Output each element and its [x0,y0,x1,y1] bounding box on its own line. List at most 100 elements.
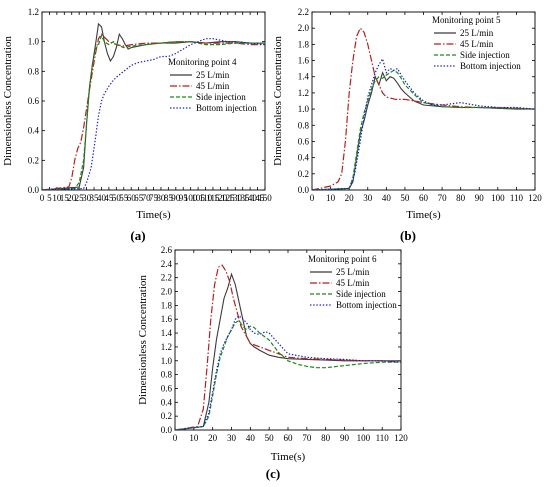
y-tick-label: 1.2 [28,7,39,17]
x-tick-label: 50 [265,433,275,443]
y-tick-label: 2.6 [161,245,173,255]
y-tick-label: 0.6 [161,383,173,393]
series-line-side-injection [312,69,535,190]
series-line-bottom-injection [312,57,535,190]
series-line-25-l-min [312,71,535,190]
x-tick-label: 90 [171,193,181,203]
panel-label: (c) [266,466,280,481]
x-tick-label: 35 [90,193,100,203]
x-tick-label: 40 [382,193,392,203]
x-tick-label: 140 [243,193,257,203]
y-tick-label: 1.2 [161,342,172,352]
y-tick-label: 0.2 [298,169,309,179]
panel-label: (a) [130,228,145,243]
y-tick-label: 0.8 [161,370,173,380]
x-tick-label: 60 [284,433,294,443]
x-tick-label: 60 [127,193,137,203]
x-tick-label: 60 [419,193,429,203]
series-line-45-l-min [175,264,401,430]
x-tick-label: 125 [221,193,235,203]
x-tick-label: 120 [214,193,228,203]
x-tick-label: 30 [363,193,373,203]
x-tick-label: 110 [376,433,390,443]
legend-label: Side injection [196,92,246,102]
x-tick-label: 95 [179,193,189,203]
legend-label: 25 L/min [460,28,494,38]
x-tick-label: 40 [246,433,256,443]
x-tick-label: 110 [199,193,213,203]
x-tick-label: 30 [227,433,237,443]
y-tick-label: 0.0 [28,185,40,195]
x-tick-label: 15 [60,193,70,203]
legend-label: 45 L/min [196,81,230,91]
legend-label: Bottom injection [460,61,521,71]
x-tick-label: 70 [438,193,448,203]
legend-label: 25 L/min [196,70,230,80]
x-tick-label: 20 [208,433,218,443]
y-axis-title: Dimensionless Concentration [2,36,14,166]
x-tick-label: 10 [52,193,62,203]
y-tick-label: 2.0 [161,287,173,297]
x-axis-title: Time(s) [271,451,306,463]
legend-label: 25 L/min [336,267,370,277]
x-tick-label: 120 [528,193,542,203]
y-tick-label: 1.8 [298,39,310,49]
y-tick-label: 2.4 [161,259,173,269]
y-tick-label: 1.6 [161,314,173,324]
chart-panel-3: 0 10 20 30 40 50 60 70 80 90 100 110 120 0.0 0.2 0.4 0.6… [137,245,408,481]
y-tick-label: 0.6 [298,136,310,146]
x-tick-label: 40 [97,193,107,203]
x-tick-label: 85 [164,193,174,203]
y-tick-label: 0.2 [161,411,172,421]
series-line-45-l-min [312,27,535,190]
x-tick-label: 130 [229,193,243,203]
y-tick-label: 0.8 [298,120,310,130]
y-tick-label: 1.2 [298,88,309,98]
chart-panel-2: 0 10 20 30 40 50 60 70 80 90 100 110 120 0.0 0.2 0.4 0.6… [272,7,542,243]
legend-label: Bottom injection [336,300,397,310]
series-line-side-injection [42,34,265,190]
y-tick-label: 1.6 [298,56,310,66]
x-tick-label: 90 [475,193,485,203]
x-tick-label: 120 [394,433,408,443]
x-tick-label: 135 [236,193,250,203]
y-tick-label: 1.0 [28,37,40,47]
y-tick-label: 2.2 [298,7,309,17]
x-tick-label: 70 [302,433,312,443]
x-tick-label: 20 [345,193,355,203]
y-tick-label: 0.2 [28,155,39,165]
plot-frame [311,11,536,191]
legend-label: Side injection [460,50,510,60]
x-tick-label: 55 [119,193,129,203]
x-tick-label: 0 [40,193,45,203]
legend-title: Monitoring point 6 [308,254,377,264]
x-tick-label: 80 [456,193,466,203]
x-axis-title: Time(s) [136,209,171,221]
series-line-45-l-min [42,33,265,190]
y-tick-label: 0.6 [28,96,40,106]
legend-label: Bottom injection [196,103,257,113]
x-tick-label: 5 [47,193,52,203]
y-tick-label: 2.2 [161,273,172,283]
x-tick-label: 30 [82,193,92,203]
x-tick-label: 20 [67,193,77,203]
x-tick-label: 75 [149,193,159,203]
x-tick-label: 150 [258,193,272,203]
chart-panel-1: 0 5 10152025303540455055606570758085909510… [2,7,272,243]
y-tick-label: 1.4 [298,72,310,82]
x-tick-label: 10 [189,433,199,443]
x-tick-label: 25 [75,193,85,203]
x-tick-label: 50 [400,193,410,203]
x-tick-label: 115 [206,193,220,203]
series-line-side-injection [175,319,401,430]
legend-title: Monitoring point 5 [432,15,501,25]
x-tick-label: 80 [321,433,331,443]
legend-label: 45 L/min [460,39,494,49]
panel-label: (b) [400,228,416,243]
y-tick-label: 0.4 [28,126,40,136]
x-tick-label: 45 [104,193,114,203]
